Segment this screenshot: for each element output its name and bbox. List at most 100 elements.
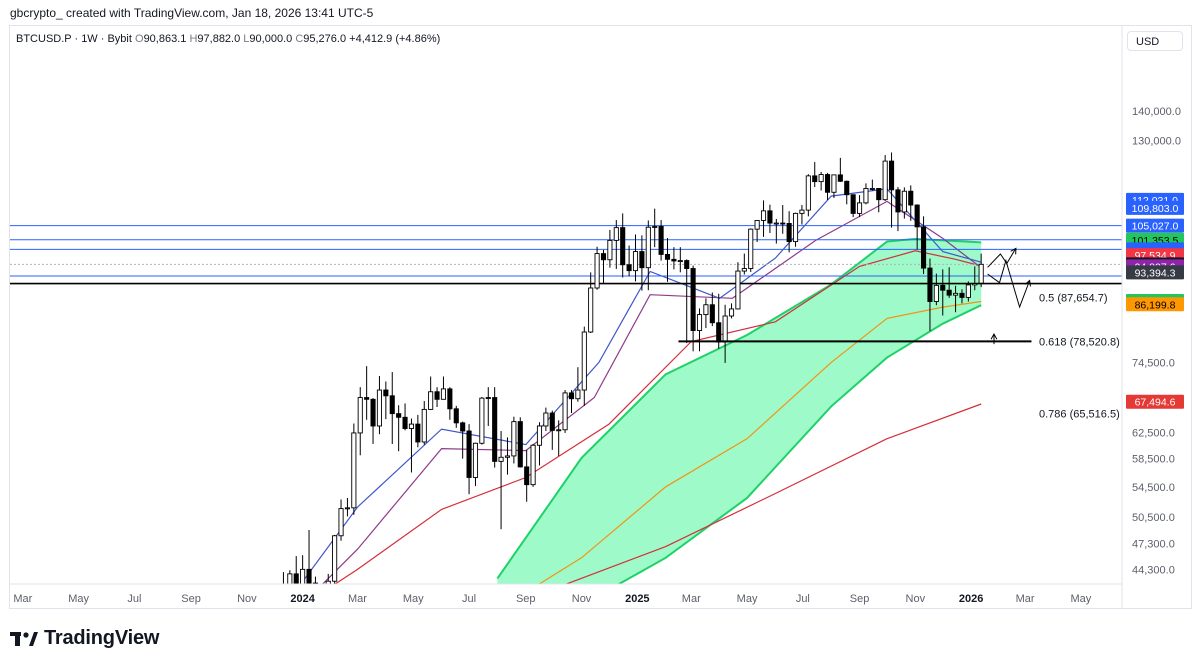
currency-button[interactable]: USD [1127,31,1183,51]
candle-body [357,397,363,434]
candle [850,194,856,218]
candle-body [901,190,907,213]
candle-body [792,212,799,243]
candle [581,326,587,406]
candle-body [658,226,664,255]
candle [709,292,715,327]
candle-body [728,308,735,317]
candle [282,572,284,584]
price-tick-label: 58,500.0 [1132,454,1175,466]
fib-level-label: 0.618 (78,520.8) [1039,336,1120,348]
candle [696,308,703,352]
candle-body [466,430,472,478]
candle-body [620,227,626,266]
price-label-tag: 86,199.8 [1126,297,1184,312]
candle [972,266,978,291]
candle-body [940,284,946,291]
candle-body [447,388,453,410]
candle [479,396,485,445]
band-fill [497,238,982,584]
candle [434,387,440,408]
candle-body [306,568,312,584]
time-tick-label: Jul [127,593,141,605]
candle-body [921,226,927,269]
candle [568,390,575,414]
candle-body [600,253,607,261]
candle-body [300,568,306,584]
candle-body [588,287,594,333]
tradingview-logo[interactable]: TradingView [10,627,159,650]
candle [760,200,767,237]
symbol-info[interactable]: BTCUSD.P · 1W · Bybit [16,33,132,45]
price-tick-label: 54,500.0 [1132,482,1175,494]
candle [498,431,504,530]
candle-body [428,391,434,410]
candle [863,183,869,205]
candle-body [472,442,479,478]
candle-body [933,284,939,302]
candle [901,187,907,219]
candle [965,281,971,302]
candle-body [844,180,850,196]
candle [530,443,536,487]
price-label-tag: 67,494.6 [1126,394,1184,409]
candle [748,228,754,272]
candle-body [568,392,575,400]
candle [940,269,946,316]
time-axis[interactable]: Mar May Jul Sep Nov 2024 Mar May Jul Sep Nov 2025 Ma… [10,583,1122,605]
candle-body [869,188,875,190]
candle [562,390,568,433]
candle-body [293,573,299,584]
candle [626,245,632,277]
price-tick-label: 47,300.0 [1132,538,1175,550]
candle [824,172,831,201]
candle [805,174,811,217]
candle-body [895,189,901,213]
candle [453,405,459,428]
candle-body [696,314,703,331]
projection-arrowhead [1010,247,1017,255]
price-tick-label: 62,500.0 [1132,427,1175,439]
candle [556,420,562,456]
candle [658,220,664,261]
candle-body [511,421,517,457]
candle [792,212,799,247]
candle [287,570,293,584]
candle [306,530,312,584]
candle-body [440,388,447,400]
candle-body [434,391,440,400]
candle [773,218,779,244]
candle-body [722,315,728,343]
candlestick-series [282,152,984,584]
price-tick-label: 130,000.0 [1132,136,1181,148]
candle-body [773,222,779,225]
candle [741,253,747,275]
price-label-tag: 105,027.0 [1126,218,1184,233]
candle [780,205,786,234]
price-label-tag: 93,394.3 [1126,265,1184,280]
candle-body [607,239,613,261]
candle [844,180,850,205]
chart-attribution: gbcrypto_ created with TradingView.com, … [10,6,374,20]
price-label-background [1126,297,1184,312]
candle [351,423,357,515]
price-tick-label: 50,500.0 [1132,512,1175,524]
candle-body [408,423,415,429]
candle-body [632,251,639,272]
high-label: H [189,33,198,45]
candle [447,387,453,420]
candle-body [914,204,920,228]
price-label-text: 109,803.0 [1132,203,1179,215]
candle-body [927,267,933,302]
candle-body [959,292,965,298]
time-tick-label: Jul [462,593,476,605]
candle [338,499,344,541]
candle-body [716,322,722,343]
candle-body [543,412,549,427]
candle-body [575,389,581,400]
price-axis[interactable]: 140,000.0 130,000.0 74,500.0 62,500.0 58,500… [1121,25,1181,609]
candle [908,185,914,221]
candle [933,273,939,306]
candle-body [626,264,632,272]
